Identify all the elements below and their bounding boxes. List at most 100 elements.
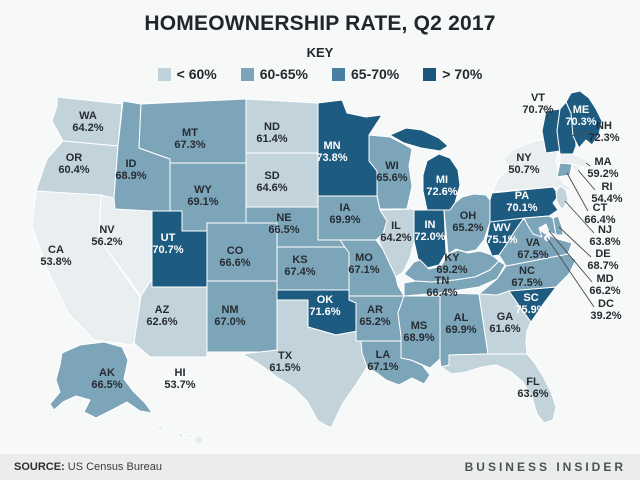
state-shape-HI [158,425,164,431]
leader-line-CT [566,172,589,212]
state-label-AK: AK 66.5% [91,367,122,391]
state-label-IL: IL 64.2% [380,220,411,244]
state-label-NH: NH 72.3% [588,120,619,144]
state-label-NE: NE 66.5% [268,212,299,236]
state-label-WI: WI 65.6% [376,160,407,184]
state-label-PA: PA 70.1% [506,190,537,214]
state-label-CT: CT 66.4% [584,202,615,226]
state-label-UT: UT 70.7% [152,232,183,256]
state-shape-HI [178,432,184,438]
state-shape-MO [339,239,405,297]
state-label-MN: MN 73.8% [316,140,347,164]
legend-bin-label: > 70% [442,66,483,82]
legend-item-2: 65-70% [332,66,399,82]
state-shape-TX [241,299,368,429]
state-label-TN: TN 66.4% [426,275,457,299]
legend-swatch-icon [240,67,254,81]
state-label-HI: HI 53.7% [164,367,195,391]
state-shape-HI [194,435,204,445]
state-label-LA: LA 67.1% [367,349,398,373]
state-label-AL: AL 69.9% [445,312,476,336]
state-label-OK: OK 71.6% [309,294,340,318]
source-label: SOURCE: [14,461,65,473]
state-label-ME: ME 70.3% [565,104,596,128]
state-shape-WI [368,134,413,210]
state-label-AZ: AZ 62.6% [146,304,177,328]
state-label-CO: CO 66.6% [219,245,250,269]
leader-line-MD [548,230,593,283]
state-shape-AK [49,341,153,419]
legend-item-0: < 60% [157,66,217,82]
leader-line-NJ [564,200,595,234]
legend: < 60% 60-65% 65-70% > 70% [0,65,640,83]
state-shape-FL [440,353,557,424]
state-shape-HI [168,429,174,435]
legend-bin-label: 60-65% [259,66,308,82]
state-label-NM: NM 67.0% [214,304,245,328]
state-label-WA: WA 64.2% [72,110,103,134]
state-shape-NC [478,253,577,296]
key-heading: KEY [306,45,334,60]
legend-item-1: 60-65% [240,66,308,82]
state-label-IA: IA 69.9% [329,202,360,226]
legend-bin-label: < 60% [176,66,217,82]
leader-line-DC [546,237,595,308]
chart-title: HOMEOWNERSHIP RATE, Q2 2017 [144,12,496,35]
state-label-AR: AR 65.2% [359,304,390,328]
state-label-MD: MD 66.2% [589,273,620,297]
state-label-DE: DE 68.7% [587,248,618,272]
state-label-OR: OR 60.4% [58,152,89,176]
legend-bin-label: 65-70% [351,66,400,82]
brand-logo: BUSINESS INSIDER [464,460,626,474]
state-label-IN: IN 72.0% [414,219,445,243]
legend-swatch-icon [423,67,437,81]
state-label-TX: TX 61.5% [269,350,300,374]
state-label-OH: OH 65.2% [452,210,483,234]
legend-swatch-icon [332,67,345,81]
state-label-MI: MI 72.6% [426,174,457,198]
leader-line-MA [585,162,591,167]
footer-bar: SOURCE: US Census Bureau BUSINESS INSIDE… [0,454,640,480]
state-label-SD: SD 64.6% [256,170,287,194]
state-label-MO: MO 67.1% [348,252,379,276]
state-label-GA: GA 61.6% [489,311,520,335]
state-shape-MA [559,153,589,168]
us-choropleth-map: WA 64.2% OR 60.4% CA 53.8% NV 56.2% ID 68.9% MT 67.… [31,91,623,445]
leader-line-NH [570,130,592,137]
source-value: US Census Bureau [67,461,162,473]
state-label-FL: FL 63.6% [517,376,548,400]
state-label-NJ: NJ 63.8% [589,224,620,248]
state-shape-NJ [555,185,569,211]
state-shape-SD [245,152,323,208]
state-shape-PA [489,186,560,223]
source-text: SOURCE: US Census Bureau [14,461,162,473]
state-label-MS: MS 68.9% [403,320,434,344]
state-label-RI: RI 54.4% [591,181,622,205]
state-shape-ME [565,91,603,149]
state-label-WV: WV 75.1% [486,222,517,246]
state-label-MA: MA 59.2% [587,156,618,180]
state-label-KS: KS 67.4% [284,254,315,278]
state-shape-CT [556,162,573,178]
state-label-KY: KY 69.2% [436,252,467,276]
state-label-MT: MT 67.3% [174,127,205,151]
state-shape-HI [150,421,156,427]
state-label-NY: NY 50.7% [508,152,539,176]
state-label-CA: CA 53.8% [40,244,71,268]
legend-swatch-icon [157,67,171,81]
leader-line-RI [577,169,596,191]
state-label-VA: VA 67.5% [517,237,548,261]
state-label-WY: WY 69.1% [187,184,218,208]
leader-line-DE [558,226,592,258]
state-shape-MD [523,215,557,238]
state-label-ID: ID 68.9% [115,158,146,182]
state-label-SC: SC 75.9% [515,292,546,316]
state-label-DC: DC 39.2% [590,298,621,322]
state-shape-HI [187,433,193,439]
state-label-ND: ND 61.4% [256,121,287,145]
legend-item-3: > 70% [423,66,482,82]
state-label-NV: NV 56.2% [91,224,122,248]
state-label-VT: VT 70.7% [522,92,553,116]
state-label-NC: NC 67.5% [511,265,542,289]
leader-line-VT [542,107,552,122]
